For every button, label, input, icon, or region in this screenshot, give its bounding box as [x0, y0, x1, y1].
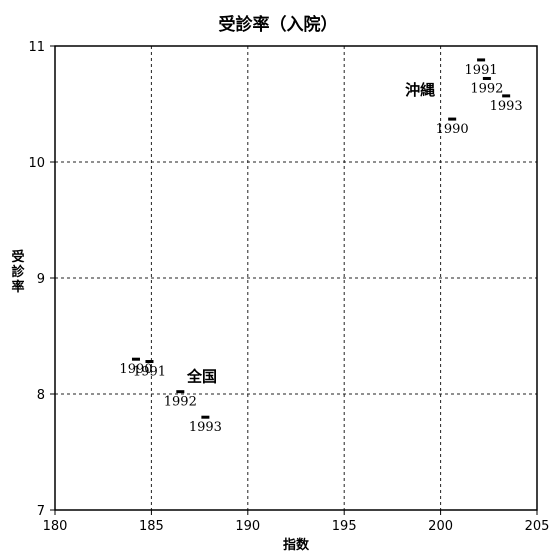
- group-label: 沖縄: [405, 81, 435, 99]
- data-point: [477, 58, 486, 62]
- x-tick-label: 185: [139, 519, 164, 534]
- y-tick-label: 11: [28, 40, 45, 55]
- point-label: 1993: [189, 420, 222, 435]
- point-label: 1990: [119, 362, 152, 377]
- y-tick-label: 7: [37, 504, 45, 519]
- grid-lines: [55, 46, 537, 510]
- y-tick-label: 8: [37, 388, 45, 403]
- point-label: 1990: [436, 122, 469, 137]
- x-axis-label: 指数: [283, 537, 310, 553]
- data-point: [448, 117, 457, 121]
- chart-title: 受診率（入院）: [219, 14, 338, 35]
- point-label: 1991: [133, 365, 166, 380]
- data-point: [131, 357, 140, 361]
- x-tick-label: 205: [525, 519, 550, 534]
- data-point: [502, 94, 511, 98]
- x-tick-label: 195: [332, 519, 357, 534]
- data-point: [176, 390, 185, 394]
- point-label: 1992: [470, 81, 503, 96]
- x-tick-label: 180: [43, 519, 68, 534]
- y-axis-label: 受診率: [11, 249, 25, 295]
- x-tick-label: 190: [235, 519, 260, 534]
- y-tick-label: 9: [37, 272, 45, 287]
- data-point: [145, 360, 154, 364]
- point-label: 1992: [164, 395, 197, 410]
- point-label: 1993: [490, 99, 523, 114]
- y-tick-label: 10: [28, 156, 45, 171]
- data-point: [482, 76, 491, 80]
- axis-ticks: 180 185 190 195 200 205 7 8 9 10 11: [28, 40, 549, 534]
- x-tick-label: 200: [428, 519, 453, 534]
- point-label: 1991: [465, 63, 498, 78]
- group-label: 全国: [186, 368, 217, 386]
- data-point: [201, 415, 210, 419]
